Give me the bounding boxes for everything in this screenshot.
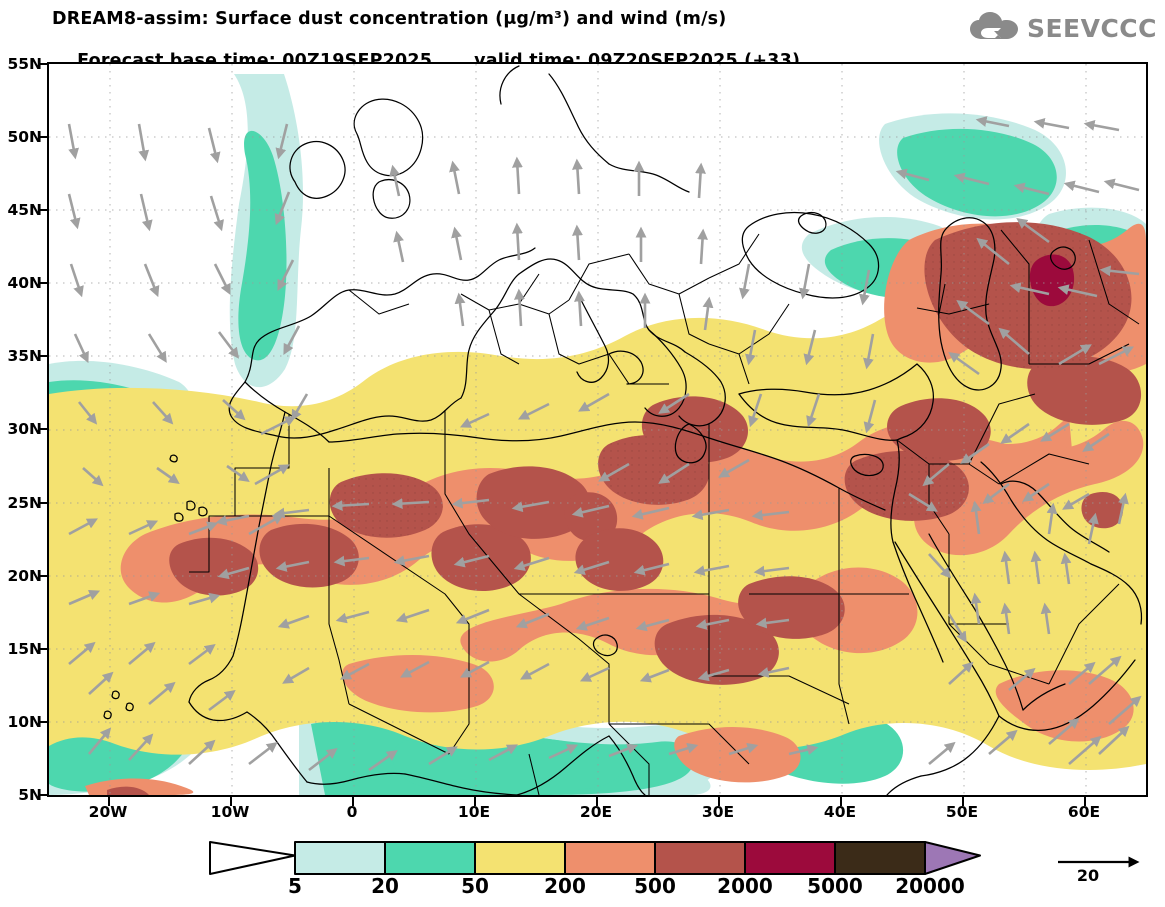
y-axis-label: 20N	[7, 567, 42, 585]
map-political-borders	[189, 229, 1140, 795]
colorbar-segment-200-500	[564, 841, 656, 875]
colorbar-segment-5000-20000	[834, 841, 926, 875]
x-tick	[962, 797, 964, 806]
y-tick	[40, 136, 49, 138]
seevccc-logo: SEEVCCC	[968, 10, 1157, 46]
y-axis-label: 25N	[7, 494, 42, 512]
y-axis-label: 40N	[7, 274, 42, 292]
x-axis-label: 40E	[823, 803, 857, 821]
x-axis-label: 20E	[579, 803, 613, 821]
y-tick	[40, 63, 49, 65]
y-tick	[40, 355, 49, 357]
y-tick	[40, 209, 49, 211]
x-tick	[596, 797, 598, 806]
colorbar-tick-label: 5	[288, 874, 302, 898]
x-tick	[718, 797, 720, 806]
x-axis-label: 30E	[701, 803, 735, 821]
wind-scale-key	[1058, 856, 1140, 868]
colorbar-tick-label: 200	[544, 874, 586, 898]
map-gridlines	[49, 64, 1146, 795]
x-tick	[1084, 797, 1086, 806]
colorbar-tick-label: 500	[634, 874, 676, 898]
colorbar-tick-label: 20000	[895, 874, 965, 898]
x-tick	[474, 797, 476, 806]
colorbar-tick-label: 5000	[807, 874, 863, 898]
colorbar-swatches	[209, 841, 981, 875]
x-tick	[840, 797, 842, 806]
colorbar-tick-label: 50	[461, 874, 489, 898]
y-tick	[40, 428, 49, 430]
y-axis-label: 30N	[7, 420, 42, 438]
y-tick	[40, 794, 49, 796]
chart-header: DREAM8-assim: Surface dust concentration…	[0, 0, 1165, 71]
colorbar-tick-label: 20	[371, 874, 399, 898]
plot-frame	[47, 62, 1148, 797]
y-axis-label: 15N	[7, 640, 42, 658]
x-axis-label: 20W	[88, 803, 128, 821]
wind-vectors	[67, 116, 1142, 772]
colorbar-segment-under5	[209, 841, 296, 875]
x-tick	[230, 797, 232, 806]
colorbar-tick-label: 2000	[717, 874, 773, 898]
x-axis-label: 60E	[1067, 803, 1101, 821]
colorbar-segment-over20000	[924, 841, 981, 875]
colorbar-legend: 5 20 50 200 500 2000 5000 20000 20	[0, 838, 1165, 907]
colorbar-segment-500-2000	[654, 841, 746, 875]
x-axis-label: 0	[346, 803, 358, 821]
x-axis-label: 10E	[457, 803, 491, 821]
map-plot-area	[40, 62, 1148, 806]
y-tick	[40, 721, 49, 723]
colorbar-segment-50-200	[474, 841, 566, 875]
chart-title: DREAM8-assim: Surface dust concentration…	[52, 9, 727, 29]
cloud-icon	[969, 12, 1018, 39]
y-axis-label: 55N	[7, 55, 42, 73]
x-axis-label: 50E	[945, 803, 979, 821]
y-axis-label: 50N	[7, 128, 42, 146]
colorbar-segment-5-20	[294, 841, 386, 875]
x-tick	[108, 797, 110, 806]
y-tick	[40, 282, 49, 284]
y-axis-label: 45N	[7, 201, 42, 219]
colorbar-segment-20-50	[384, 841, 476, 875]
y-tick	[40, 575, 49, 577]
colorbar-segment-2000-5000	[744, 841, 836, 875]
x-tick	[352, 797, 354, 806]
logo-text: SEEVCCC	[1026, 13, 1157, 43]
x-axis-label: 10W	[210, 803, 250, 821]
wind-scale-label: 20	[1076, 866, 1100, 885]
y-axis-label: 35N	[7, 347, 42, 365]
y-tick	[40, 648, 49, 650]
y-axis-label: 10N	[7, 713, 42, 731]
dust-concentration-map	[49, 64, 1146, 795]
y-tick	[40, 502, 49, 504]
y-axis-label: 5N	[18, 786, 42, 804]
